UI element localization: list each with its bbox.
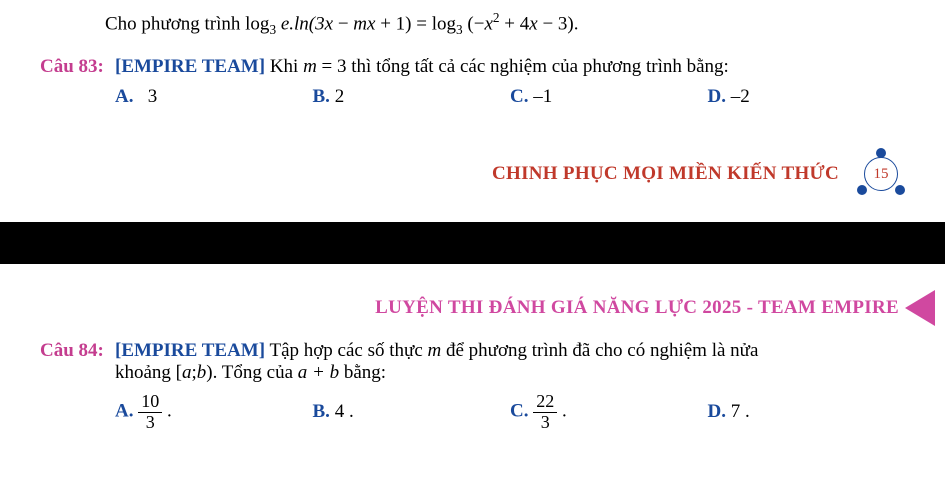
- eq-d: −: [333, 13, 353, 34]
- option-b: B. 4 .: [313, 401, 511, 423]
- option-value: –2: [731, 86, 750, 107]
- question-text: [EMPIRE TEAM] Khi m = 3 thì tổng tất cả …: [115, 56, 905, 78]
- brand-tag: [EMPIRE TEAM]: [115, 56, 265, 77]
- option-suffix: .: [162, 401, 172, 422]
- eq-x3: x: [529, 13, 537, 34]
- option-value: 2: [335, 86, 345, 107]
- eq-i: + 4: [500, 13, 530, 34]
- option-letter: B.: [313, 86, 330, 107]
- option-letter: A.: [115, 401, 133, 422]
- option-letter: C.: [510, 401, 528, 422]
- q84-l2d: bằng:: [339, 362, 386, 383]
- question-label: Câu 84:: [40, 340, 115, 384]
- fraction-den: 3: [533, 413, 557, 433]
- option-c: C. –1: [510, 86, 708, 108]
- question-83: Câu 83: [EMPIRE TEAM] Khi m = 3 thì tổng…: [40, 56, 905, 78]
- option-a: A. 3: [115, 86, 313, 108]
- fraction-num: 22: [533, 392, 557, 413]
- option-letter: D.: [708, 401, 726, 422]
- q84-a: a: [182, 362, 192, 383]
- eq-sup: 2: [493, 10, 500, 25]
- q84-options: A. 103 . B. 4 . C. 223 . D. 7 .: [115, 392, 905, 433]
- option-letter: C.: [510, 86, 528, 107]
- eq-sub2: 3: [456, 22, 463, 37]
- q83-b: = 3 thì tổng tất cả các nghiệm của phươn…: [317, 56, 729, 77]
- question-84: Câu 84: [EMPIRE TEAM] Tập hợp các số thự…: [40, 340, 905, 384]
- question-text: [EMPIRE TEAM] Tập hợp các số thực m để p…: [115, 340, 905, 384]
- fraction: 223: [533, 392, 557, 433]
- eq-x1: x: [325, 13, 333, 34]
- brand-tag: [EMPIRE TEAM]: [115, 340, 265, 361]
- q84-apb: a + b: [298, 362, 339, 383]
- option-letter: D.: [708, 86, 726, 107]
- q83-m: m: [303, 56, 317, 77]
- upper-content: Cho phương trình log3 e.ln(3x − mx + 1) …: [0, 0, 945, 130]
- eq-log1: log: [245, 13, 269, 34]
- q84-b: b: [197, 362, 207, 383]
- option-letter: B.: [313, 401, 330, 422]
- eq-prefix: Cho phương trình: [105, 13, 245, 34]
- page-number: 15: [864, 157, 898, 191]
- question-label: Câu 83:: [40, 56, 115, 78]
- option-value: 4 .: [335, 401, 354, 422]
- eq-f: + 1) = log: [375, 13, 456, 34]
- q84-l2c: ). Tổng của: [206, 362, 297, 383]
- option-d: D. 7 .: [708, 401, 906, 423]
- eq-k: − 3).: [538, 13, 579, 34]
- footer-banner: CHINH PHỤC MỌI MIỀN KIẾN THỨC 15: [0, 130, 945, 222]
- fraction: 103: [138, 392, 162, 433]
- q84-l1b: để phương trình đã cho có nghiệm là nửa: [441, 340, 758, 361]
- option-value: –1: [533, 86, 552, 107]
- fraction-num: 10: [138, 392, 162, 413]
- option-suffix: .: [557, 401, 567, 422]
- option-value: 7 .: [731, 401, 750, 422]
- option-d: D. –2: [708, 86, 906, 108]
- badge-dot-icon: [857, 185, 867, 195]
- footer-text: CHINH PHỤC MỌI MIỀN KIẾN THỨC: [492, 163, 839, 185]
- q83-a: Khi: [265, 56, 303, 77]
- badge-dot-icon: [895, 185, 905, 195]
- eq-b: e.ln(3: [276, 13, 325, 34]
- q83-options: A. 3 B. 2 C. –1 D. –2: [115, 86, 905, 108]
- option-c: C. 223 .: [510, 392, 708, 433]
- triangle-left-icon: [905, 290, 935, 326]
- page-number-badge: 15: [857, 150, 905, 198]
- q84-l1a: Tập hợp các số thực: [265, 340, 427, 361]
- eq-x2: x: [484, 13, 492, 34]
- eq-g: (−: [463, 13, 485, 34]
- page-separator-bar: [0, 222, 945, 264]
- header-banner: LUYỆN THI ĐÁNH GIÁ NĂNG LỰC 2025 - TEAM …: [0, 264, 945, 340]
- q84-m: m: [428, 340, 442, 361]
- option-a: A. 103 .: [115, 392, 313, 433]
- fraction-den: 3: [138, 413, 162, 433]
- option-value: 3: [148, 86, 158, 107]
- lower-content: Câu 84: [EMPIRE TEAM] Tập hợp các số thự…: [0, 340, 945, 455]
- eq-mx: mx: [353, 13, 375, 34]
- header-text: LUYỆN THI ĐÁNH GIÁ NĂNG LỰC 2025 - TEAM …: [375, 297, 899, 319]
- intro-equation: Cho phương trình log3 e.ln(3x − mx + 1) …: [105, 10, 905, 38]
- option-b: B. 2: [313, 86, 511, 108]
- q84-l2a: khoảng [: [115, 362, 182, 383]
- option-letter: A.: [115, 86, 133, 107]
